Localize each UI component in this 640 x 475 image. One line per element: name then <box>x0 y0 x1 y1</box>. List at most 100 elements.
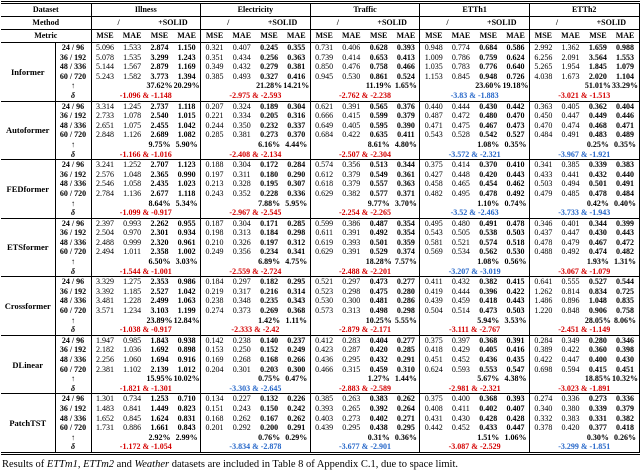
dataset-header: ETTh1 <box>419 2 530 17</box>
solid-value-cell: 1.845 <box>588 62 607 72</box>
table-row: Autoformer 24 / 96 3.314 1.245 2.737 1.118 0.2… <box>1 101 640 160</box>
baseline-value-cell: 0.783 <box>451 62 470 72</box>
table-row: PatchTST 24 / 96 1.301 0.734 1.253 0.710 0.134… <box>1 393 640 454</box>
baseline-value-cell: 0.391 <box>342 228 361 238</box>
solid-value-cell: 1.042 <box>173 286 202 297</box>
solid-value-cell: 0.152 <box>260 345 279 355</box>
baseline-value-cell: 0.238 <box>205 296 224 306</box>
baseline-value-cell: 1.486 <box>534 296 553 306</box>
solid-value-cell: 0.432 <box>588 169 607 179</box>
solid-value-cell: 0.295 <box>282 276 311 287</box>
baseline-value-cell: 0.422 <box>534 355 553 364</box>
solid-value-cell: 0.216 <box>260 286 279 296</box>
solid-value-cell: 0.399 <box>611 218 640 229</box>
improvement-mse-cell: 1.10% <box>477 198 500 208</box>
improvement-mae-cell: 1.65% <box>392 81 421 91</box>
baseline-value-cell: 0.447 <box>561 355 580 364</box>
improvement-spacer <box>201 433 256 443</box>
solid-value-cell: 0.710 <box>173 393 202 404</box>
baseline-value-cell: 0.666 <box>315 111 334 121</box>
model-block: DLinear 24 / 96 1.947 0.985 1.843 0.938 0.142 0… <box>1 335 640 394</box>
baseline-value-cell: 0.348 <box>232 296 251 306</box>
results-table: Dataset Illness Electricity Traffic ETTh1 ETT… <box>1 1 640 455</box>
baseline-value-cell: 0.491 <box>561 130 580 140</box>
horizon-label: 36 / 192 <box>55 111 92 121</box>
solid-value-cell: 0.586 <box>501 42 530 53</box>
metric-corner-label: Metric <box>1 29 92 43</box>
baseline-value-cell: 0.475 <box>451 120 470 130</box>
baseline-value-cell: 2.494 <box>95 247 114 257</box>
solid-value-cell: 0.474 <box>588 247 607 257</box>
baseline-value-cell: 0.300 <box>342 296 361 306</box>
improvement-spacer <box>201 316 256 326</box>
baseline-value-cell: 1.252 <box>123 160 142 170</box>
solid-value-cell: 0.955 <box>173 218 202 229</box>
solid-value-cell: 3.773 <box>150 71 169 81</box>
baseline-value-cell: 0.493 <box>232 71 251 81</box>
solid-value-cell: 0.436 <box>479 355 498 364</box>
baseline-value-cell: 1.533 <box>123 43 142 52</box>
solid-value-cell: 0.235 <box>260 296 279 306</box>
solid-value-cell: 0.203 <box>260 364 279 374</box>
baseline-value-cell: 0.315 <box>342 364 361 374</box>
baseline-value-cell: 0.439 <box>424 296 443 306</box>
solid-value-cell: 0.443 <box>611 228 640 238</box>
solid-value-cell: 2.353 <box>150 277 169 287</box>
baseline-value-cell: 0.436 <box>315 355 334 364</box>
improvement-spacer <box>91 140 146 150</box>
baseline-value-cell: 0.521 <box>451 237 470 247</box>
solid-value-cell: 1.843 <box>150 335 169 345</box>
improvement-spacer <box>529 81 584 91</box>
solid-value-cell: 0.197 <box>260 237 279 247</box>
solid-value-cell: 0.291 <box>392 355 421 365</box>
solid-value-cell: 0.503 <box>501 228 530 238</box>
table-row: 48 / 336 2.546 1.058 2.435 1.023 0.213 0.328 0.… <box>1 179 640 189</box>
solid-value-cell: 0.402 <box>369 413 388 423</box>
baseline-value-cell: 0.386 <box>342 218 361 228</box>
improvement-mse-cell: 1.08% <box>477 139 500 149</box>
model-block: Informer 24 / 96 5.096 1.533 2.874 1.150 0.321… <box>1 42 640 102</box>
delta-cell: -2.408 & -2.134 <box>200 149 311 160</box>
solid-value-cell: 0.726 <box>501 71 530 82</box>
solid-value-cell: 0.480 <box>479 111 498 121</box>
baseline-value-cell: 0.380 <box>561 403 580 413</box>
solid-value-cell: 0.327 <box>260 71 279 81</box>
solid-value-cell: 0.337 <box>282 120 311 131</box>
solid-value-cell: 0.562 <box>479 247 498 257</box>
baseline-value-cell: 3.481 <box>95 296 114 306</box>
solid-value-cell: 0.948 <box>479 71 498 81</box>
solid-value-cell: 0.205 <box>260 111 279 121</box>
improvement-spacer <box>420 374 475 384</box>
caption-dataset-name: Weather <box>134 458 170 470</box>
solid-value-cell: 0.467 <box>479 120 498 130</box>
caption-text: Results of <box>2 458 47 470</box>
baseline-value-cell: 1.301 <box>95 394 114 404</box>
method-baseline-header: / <box>200 16 256 30</box>
delta-cell: -2.333 & -2.42 <box>200 325 311 336</box>
solid-value-cell: 0.383 <box>611 159 640 170</box>
baseline-value-cell: 1.947 <box>95 335 114 345</box>
baseline-value-cell: 0.581 <box>424 237 443 247</box>
caption-text: , <box>77 458 84 470</box>
table-header: Dataset Illness Electricity Traffic ETTh1 ETT… <box>1 2 640 43</box>
solid-value-cell: 0.256 <box>260 52 279 62</box>
horizon-label: 36 / 192 <box>55 345 92 355</box>
improvement-mse-cell: 7.88% <box>258 198 281 208</box>
baseline-value-cell: 0.629 <box>315 188 334 198</box>
improvement-spacer <box>310 140 365 150</box>
solid-value-cell: 0.628 <box>369 43 388 52</box>
solid-value-cell: 0.371 <box>392 188 421 199</box>
solid-value-cell: 0.360 <box>588 345 607 355</box>
table-row: δ -1.166 & -1.016 -2.408 & -2.134 -2.507 & … <box>1 149 640 160</box>
improvement-spacer <box>420 316 475 326</box>
solid-value-cell: 0.483 <box>588 130 607 140</box>
solid-value-cell: 2.455 <box>150 120 169 130</box>
solid-value-cell: 0.418 <box>479 296 498 306</box>
baseline-value-cell: 0.151 <box>205 403 224 413</box>
baseline-value-cell: 0.442 <box>424 423 443 433</box>
table-row: ↑ 15.95% 10.02% 0.75% 0.47% 1.27% 1.44% 5.67% 4.… <box>1 374 640 384</box>
table-row: ↑ 37.62% 20.29% 21.28% 14.21% 11.19% 1.65% 23.6… <box>1 81 640 91</box>
baseline-value-cell: 0.301 <box>232 364 251 374</box>
table-row: 48 / 336 2.651 1.075 2.455 1.042 0.244 0.350 0.… <box>1 120 640 131</box>
baseline-value-cell: 3.571 <box>95 306 114 316</box>
